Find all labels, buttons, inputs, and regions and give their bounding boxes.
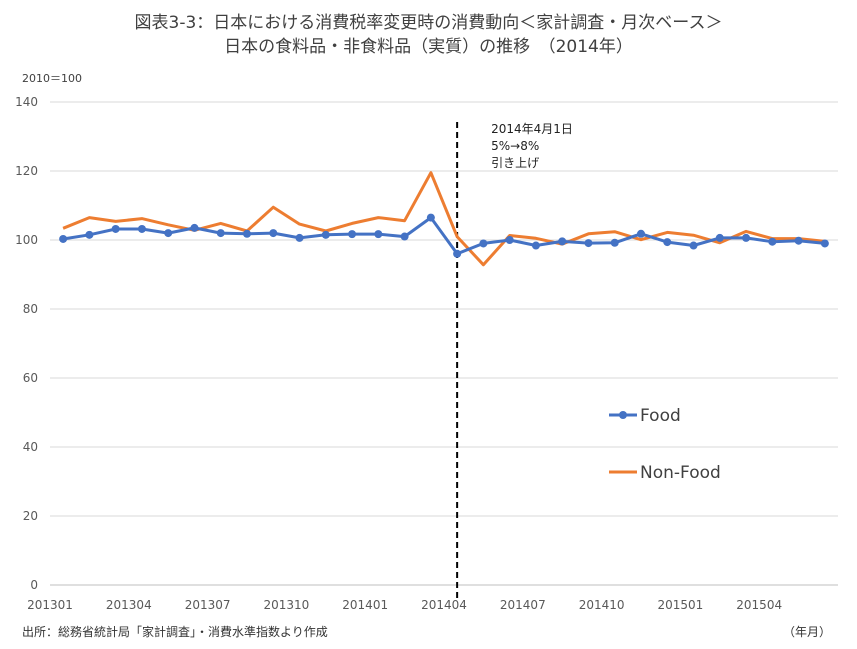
y-tick-label: 40 <box>23 440 38 454</box>
annotation-text: 引き上げ <box>491 156 539 170</box>
data-point-food <box>505 236 514 244</box>
data-point-food <box>558 237 567 246</box>
legend-label: Non-Food <box>640 463 721 483</box>
legend-marker <box>619 411 627 419</box>
data-point-food <box>637 229 645 238</box>
data-point-food <box>742 233 751 242</box>
data-point-food <box>269 229 278 238</box>
data-point-food <box>348 230 357 239</box>
data-point-food <box>295 233 304 242</box>
data-point-food <box>374 230 383 239</box>
annotation-text: 5%→8% <box>491 139 539 153</box>
y-tick-label: 100 <box>15 233 38 247</box>
annotation-text: 2014年4月1日 <box>491 122 573 136</box>
data-point-food <box>584 239 593 248</box>
data-point-food <box>768 237 777 246</box>
chart-title-line1: 図表3-3：日本における消費税率変更時の消費動向＜家計調査・月次ベース＞ <box>134 13 723 33</box>
y-tick-label: 60 <box>23 371 38 385</box>
y-tick-label: 120 <box>15 164 38 178</box>
data-point-food <box>479 239 488 248</box>
x-tick-label: 201304 <box>106 598 152 612</box>
data-point-food <box>59 234 68 243</box>
x-tick-label: 201301 <box>27 598 73 612</box>
data-point-food <box>531 241 540 250</box>
data-point-food <box>400 232 409 241</box>
x-tick-label: 201504 <box>736 598 782 612</box>
series-line-non-food <box>62 171 826 267</box>
data-point-food <box>137 224 146 233</box>
x-tick-label: 201407 <box>500 598 546 612</box>
y-tick-label: 20 <box>23 509 38 523</box>
data-point-food <box>689 241 698 250</box>
data-point-food <box>85 230 94 239</box>
data-point-food <box>164 229 173 238</box>
data-point-food <box>190 223 199 232</box>
data-point-food <box>216 229 225 238</box>
x-tick-label: 201307 <box>185 598 231 612</box>
data-point-food <box>610 238 619 247</box>
y-tick-label: 80 <box>23 302 38 316</box>
data-point-food <box>111 224 120 233</box>
y-tick-label: 140 <box>15 95 38 109</box>
x-unit-label: （年月） <box>782 625 831 639</box>
data-point-food <box>794 236 803 245</box>
y-tick-label: 0 <box>30 578 38 592</box>
y-unit-label: 2010＝100 <box>22 72 82 85</box>
x-tick-label: 201404 <box>421 598 467 612</box>
legend-label: Food <box>640 406 681 426</box>
chart-title-line2: 日本の食料品・非食料品（実質）の推移 （2014年） <box>224 37 633 57</box>
x-tick-label: 201401 <box>342 598 388 612</box>
data-point-food <box>243 229 251 238</box>
data-point-food <box>820 239 829 248</box>
x-tick-label: 201501 <box>657 598 703 612</box>
data-point-food <box>321 230 330 239</box>
data-point-food <box>715 233 724 242</box>
x-tick-label: 201410 <box>579 598 625 612</box>
x-tick-label: 201310 <box>263 598 309 612</box>
data-point-food <box>426 213 435 222</box>
data-point-food <box>453 249 462 258</box>
data-point-food <box>663 238 672 247</box>
series-line-food <box>62 216 826 256</box>
source-note: 出所：総務省統計局「家計調査」・消費水準指数より作成 <box>22 625 328 639</box>
